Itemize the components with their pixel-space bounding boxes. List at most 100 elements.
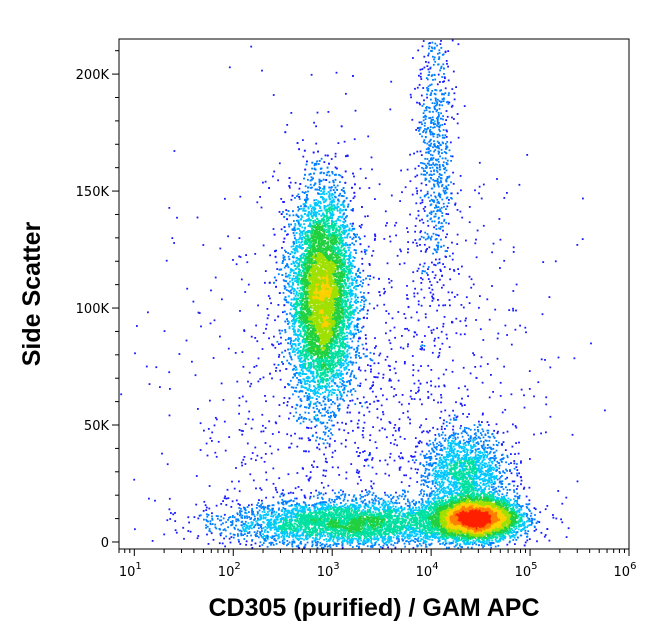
event-point [314,224,316,227]
event-point [289,181,292,184]
event-point [359,301,362,303]
event-point [339,256,341,259]
event-point [320,302,322,305]
event-point [357,344,360,347]
event-point [329,246,331,249]
event-point [342,195,345,198]
event-point [282,292,285,294]
event-point [336,202,339,205]
event-point [346,350,348,353]
event-point [358,236,360,239]
event-point [334,191,337,194]
event-point [329,189,332,192]
event-point [311,167,313,170]
event-point [360,280,362,283]
event-point [349,400,352,402]
event-point [334,224,337,227]
event-point [299,380,302,383]
event-point [310,354,313,357]
event-point [340,361,343,364]
event-point [318,396,320,398]
event-point [283,397,286,399]
event-point [310,212,313,214]
event-point [293,288,295,290]
event-point [302,336,304,338]
event-point [341,343,343,346]
event-point [363,235,366,238]
event-point [307,283,310,286]
event-point [292,275,295,277]
event-point [297,395,300,398]
event-point [285,301,288,304]
event-point [339,307,341,309]
event-point [315,357,318,360]
event-point [285,272,287,275]
event-point [288,277,291,280]
event-point [289,253,292,255]
event-point [291,305,294,308]
event-point [349,295,352,298]
event-point [346,244,349,246]
event-point [324,427,327,430]
event-point [315,199,318,201]
event-point [302,155,305,158]
event-point [318,448,321,451]
event-point [292,245,295,247]
event-point [298,289,301,292]
event-point [325,192,328,195]
event-point [354,328,357,331]
event-point [324,209,327,212]
event-point [270,302,272,305]
event-point [363,292,365,294]
event-point [311,208,313,210]
event-point [345,373,348,375]
event-point [298,187,301,190]
event-point [327,238,330,241]
event-point [302,298,304,301]
event-point [337,142,340,144]
event-point [293,220,295,222]
event-point [303,450,305,453]
event-point [338,391,341,393]
event-point [326,409,329,412]
event-point [320,422,323,425]
event-point [331,456,334,458]
event-point [336,208,338,210]
event-point [318,183,321,186]
event-point [339,360,342,362]
event-point [302,420,305,423]
event-point [303,223,305,225]
event-point [294,181,297,184]
event-point [319,333,321,336]
event-point [302,366,305,369]
event-point [349,236,352,239]
event-point [318,189,321,191]
event-point [290,250,293,253]
event-point [278,211,281,213]
event-point [306,268,309,271]
event-point [283,258,285,261]
event-point [356,349,359,351]
event-point [346,394,348,397]
event-point [322,396,325,399]
event-point [318,210,320,212]
event-point [347,361,350,364]
event-point [355,252,357,254]
event-point [352,236,355,239]
event-point [325,205,328,208]
event-point [317,283,320,286]
event-point [329,216,332,218]
event-point [297,209,300,212]
event-point [319,201,322,203]
event-point [337,363,340,366]
event-point [300,346,302,348]
event-point [302,275,305,277]
event-point [321,414,323,417]
event-point [304,185,307,188]
event-point [348,260,351,263]
event-point [325,317,327,320]
event-point [351,320,353,323]
event-point [353,195,356,198]
event-point [353,313,355,316]
